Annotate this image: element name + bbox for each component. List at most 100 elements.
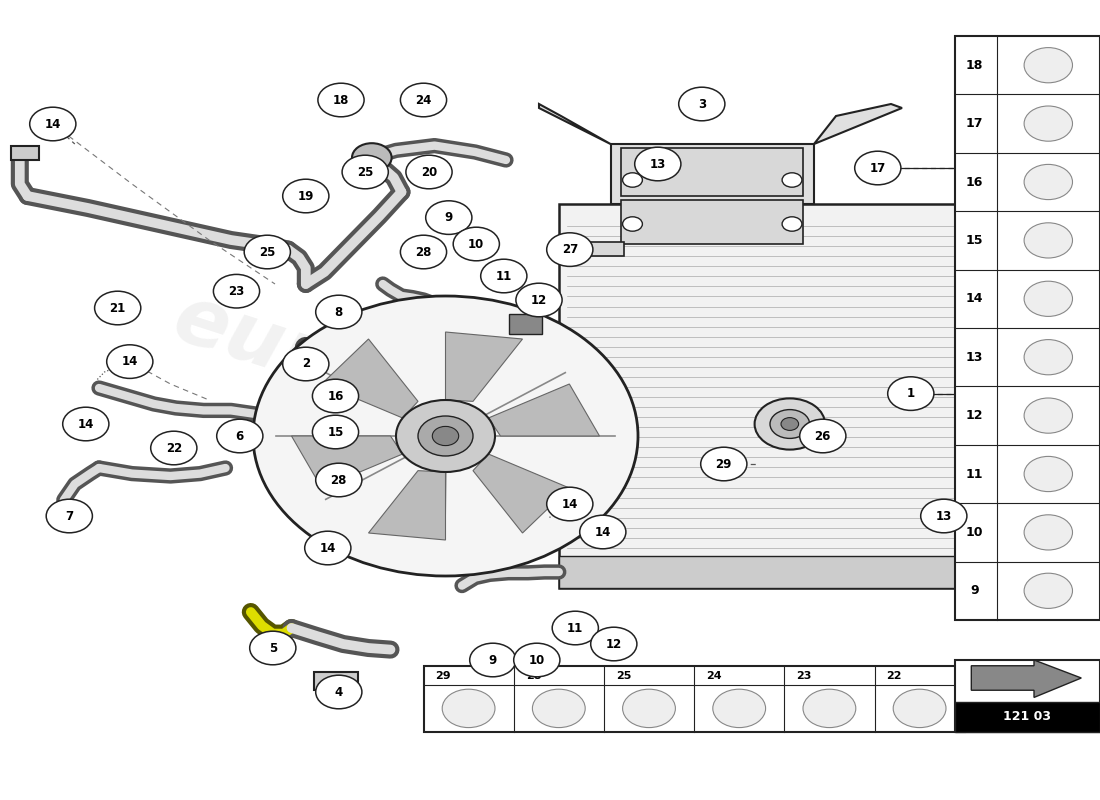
Circle shape xyxy=(967,515,980,525)
Polygon shape xyxy=(610,144,814,204)
Circle shape xyxy=(253,296,638,576)
Text: 9: 9 xyxy=(488,654,497,666)
Text: 12: 12 xyxy=(531,294,547,306)
Text: 21: 21 xyxy=(110,302,125,314)
Polygon shape xyxy=(446,332,522,402)
Circle shape xyxy=(921,499,967,533)
Polygon shape xyxy=(321,339,418,418)
Text: 19: 19 xyxy=(298,190,314,202)
Circle shape xyxy=(547,487,593,521)
Circle shape xyxy=(1024,282,1072,317)
Circle shape xyxy=(713,689,766,727)
Circle shape xyxy=(635,147,681,181)
Circle shape xyxy=(316,463,362,497)
Text: 28: 28 xyxy=(416,246,431,258)
Circle shape xyxy=(213,274,260,308)
Circle shape xyxy=(623,217,642,231)
Polygon shape xyxy=(539,104,610,144)
Text: 121 03: 121 03 xyxy=(1003,710,1052,723)
Circle shape xyxy=(426,201,472,234)
Circle shape xyxy=(316,675,362,709)
Text: 14: 14 xyxy=(595,526,610,538)
Circle shape xyxy=(305,531,351,565)
Text: 13: 13 xyxy=(650,158,666,170)
Circle shape xyxy=(967,435,980,445)
Text: 27: 27 xyxy=(562,243,578,256)
Circle shape xyxy=(679,87,725,121)
Polygon shape xyxy=(368,470,446,540)
Circle shape xyxy=(781,418,799,430)
Circle shape xyxy=(580,515,626,549)
Polygon shape xyxy=(488,384,600,436)
Text: 8: 8 xyxy=(334,306,343,318)
Text: 15: 15 xyxy=(328,426,343,438)
Text: 3: 3 xyxy=(697,98,706,110)
Circle shape xyxy=(352,143,392,172)
Polygon shape xyxy=(971,660,1081,698)
Circle shape xyxy=(1024,515,1072,550)
Bar xyxy=(621,148,803,196)
Text: 16: 16 xyxy=(328,390,343,402)
Text: 1: 1 xyxy=(906,387,915,400)
Text: 25: 25 xyxy=(260,246,275,258)
Text: 9: 9 xyxy=(970,584,979,598)
Text: 29: 29 xyxy=(436,670,451,681)
Text: 22: 22 xyxy=(166,442,182,454)
Circle shape xyxy=(967,275,980,285)
Bar xyxy=(955,660,1100,732)
Circle shape xyxy=(591,627,637,661)
Circle shape xyxy=(532,689,585,727)
Circle shape xyxy=(1024,164,1072,200)
Polygon shape xyxy=(559,204,988,588)
Circle shape xyxy=(1024,456,1072,491)
Circle shape xyxy=(470,643,516,677)
Text: 11: 11 xyxy=(966,467,983,481)
Text: 18: 18 xyxy=(333,94,349,106)
Circle shape xyxy=(782,173,802,187)
Text: 4: 4 xyxy=(334,686,343,698)
Bar xyxy=(11,146,38,160)
Circle shape xyxy=(418,416,473,456)
Circle shape xyxy=(312,379,359,413)
Bar xyxy=(955,36,1100,620)
Circle shape xyxy=(514,643,560,677)
Circle shape xyxy=(318,83,364,117)
Circle shape xyxy=(755,398,825,450)
Circle shape xyxy=(623,173,642,187)
Circle shape xyxy=(283,179,329,213)
Circle shape xyxy=(63,407,109,441)
Bar xyxy=(559,556,988,588)
Text: 22: 22 xyxy=(887,670,902,681)
Circle shape xyxy=(888,377,934,410)
Text: 9: 9 xyxy=(444,211,453,224)
Circle shape xyxy=(803,689,856,727)
Circle shape xyxy=(250,631,296,665)
Circle shape xyxy=(432,426,459,446)
Text: 14: 14 xyxy=(966,292,983,306)
Text: 12: 12 xyxy=(606,638,621,650)
Text: 25: 25 xyxy=(616,670,631,681)
Circle shape xyxy=(396,400,495,472)
Text: 28: 28 xyxy=(526,670,541,681)
Circle shape xyxy=(893,689,946,727)
Text: 10: 10 xyxy=(529,654,544,666)
Bar xyxy=(424,666,965,732)
Circle shape xyxy=(400,83,447,117)
Text: 10: 10 xyxy=(966,526,983,539)
Text: 6: 6 xyxy=(235,430,244,442)
Circle shape xyxy=(1024,398,1072,434)
Circle shape xyxy=(481,259,527,293)
Text: 7: 7 xyxy=(65,510,74,522)
Circle shape xyxy=(244,235,290,269)
Text: 17: 17 xyxy=(870,162,886,174)
Circle shape xyxy=(342,155,388,189)
Polygon shape xyxy=(292,436,403,488)
Text: euroParts: euroParts xyxy=(163,278,607,490)
Circle shape xyxy=(217,419,263,453)
Circle shape xyxy=(623,689,675,727)
Circle shape xyxy=(770,410,810,438)
Text: 25: 25 xyxy=(358,166,373,178)
Text: 16: 16 xyxy=(966,175,983,189)
Text: 11: 11 xyxy=(496,270,512,282)
Circle shape xyxy=(701,447,747,481)
